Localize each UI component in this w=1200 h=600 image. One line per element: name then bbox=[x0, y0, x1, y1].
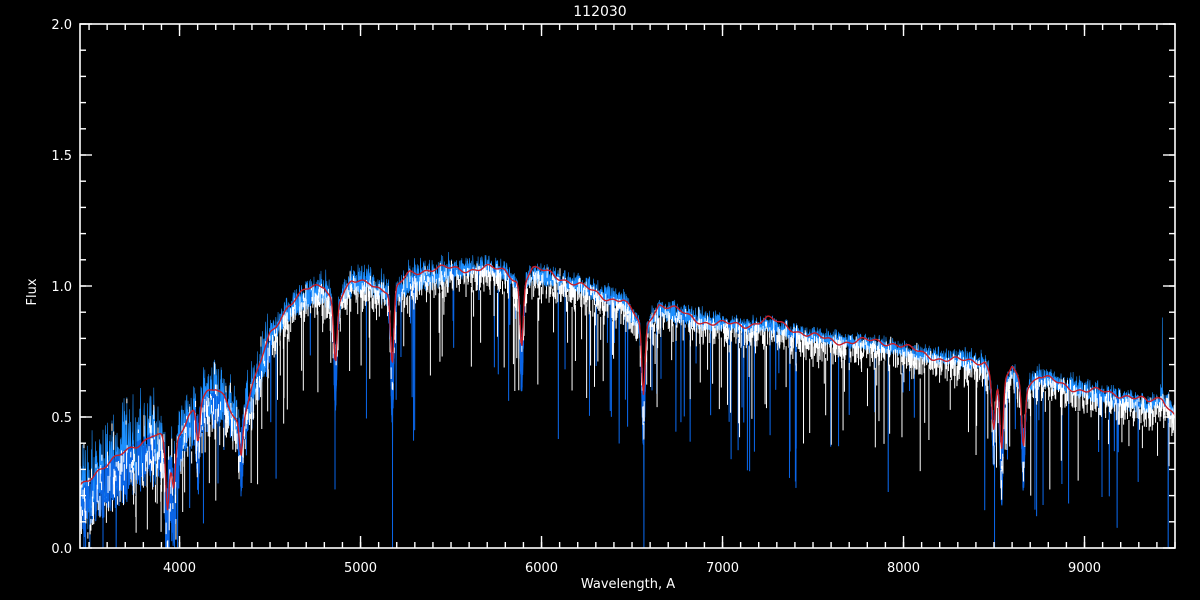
chart-title: 112030 bbox=[573, 4, 626, 20]
x-tick-label: 8000 bbox=[887, 561, 920, 576]
x-tick-label: 5000 bbox=[344, 561, 377, 576]
x-tick-label: 9000 bbox=[1068, 561, 1101, 576]
x-tick-label: 4000 bbox=[163, 561, 196, 576]
noise-overlay bbox=[80, 260, 1175, 548]
x-axis-label: Wavelength, A bbox=[581, 577, 675, 592]
y-tick-label: 0.0 bbox=[51, 542, 72, 557]
y-tick-label: 1.0 bbox=[51, 280, 72, 295]
model-fit-line bbox=[79, 263, 1176, 511]
tick-label-layer: 4000 5000 6000 7000 8000 9000 0.0 0.5 1.0 1.5 2.0 bbox=[51, 18, 1101, 576]
axes-frame-layer bbox=[79, 23, 1176, 549]
y-tick-label: 2.0 bbox=[51, 18, 72, 33]
y-tick-label: 0.5 bbox=[51, 411, 72, 426]
y-tick-label: 1.5 bbox=[51, 149, 72, 164]
x-tick-label: 7000 bbox=[706, 561, 739, 576]
y-axis-label: Flux bbox=[25, 278, 40, 305]
x-tick-label: 6000 bbox=[525, 561, 558, 576]
